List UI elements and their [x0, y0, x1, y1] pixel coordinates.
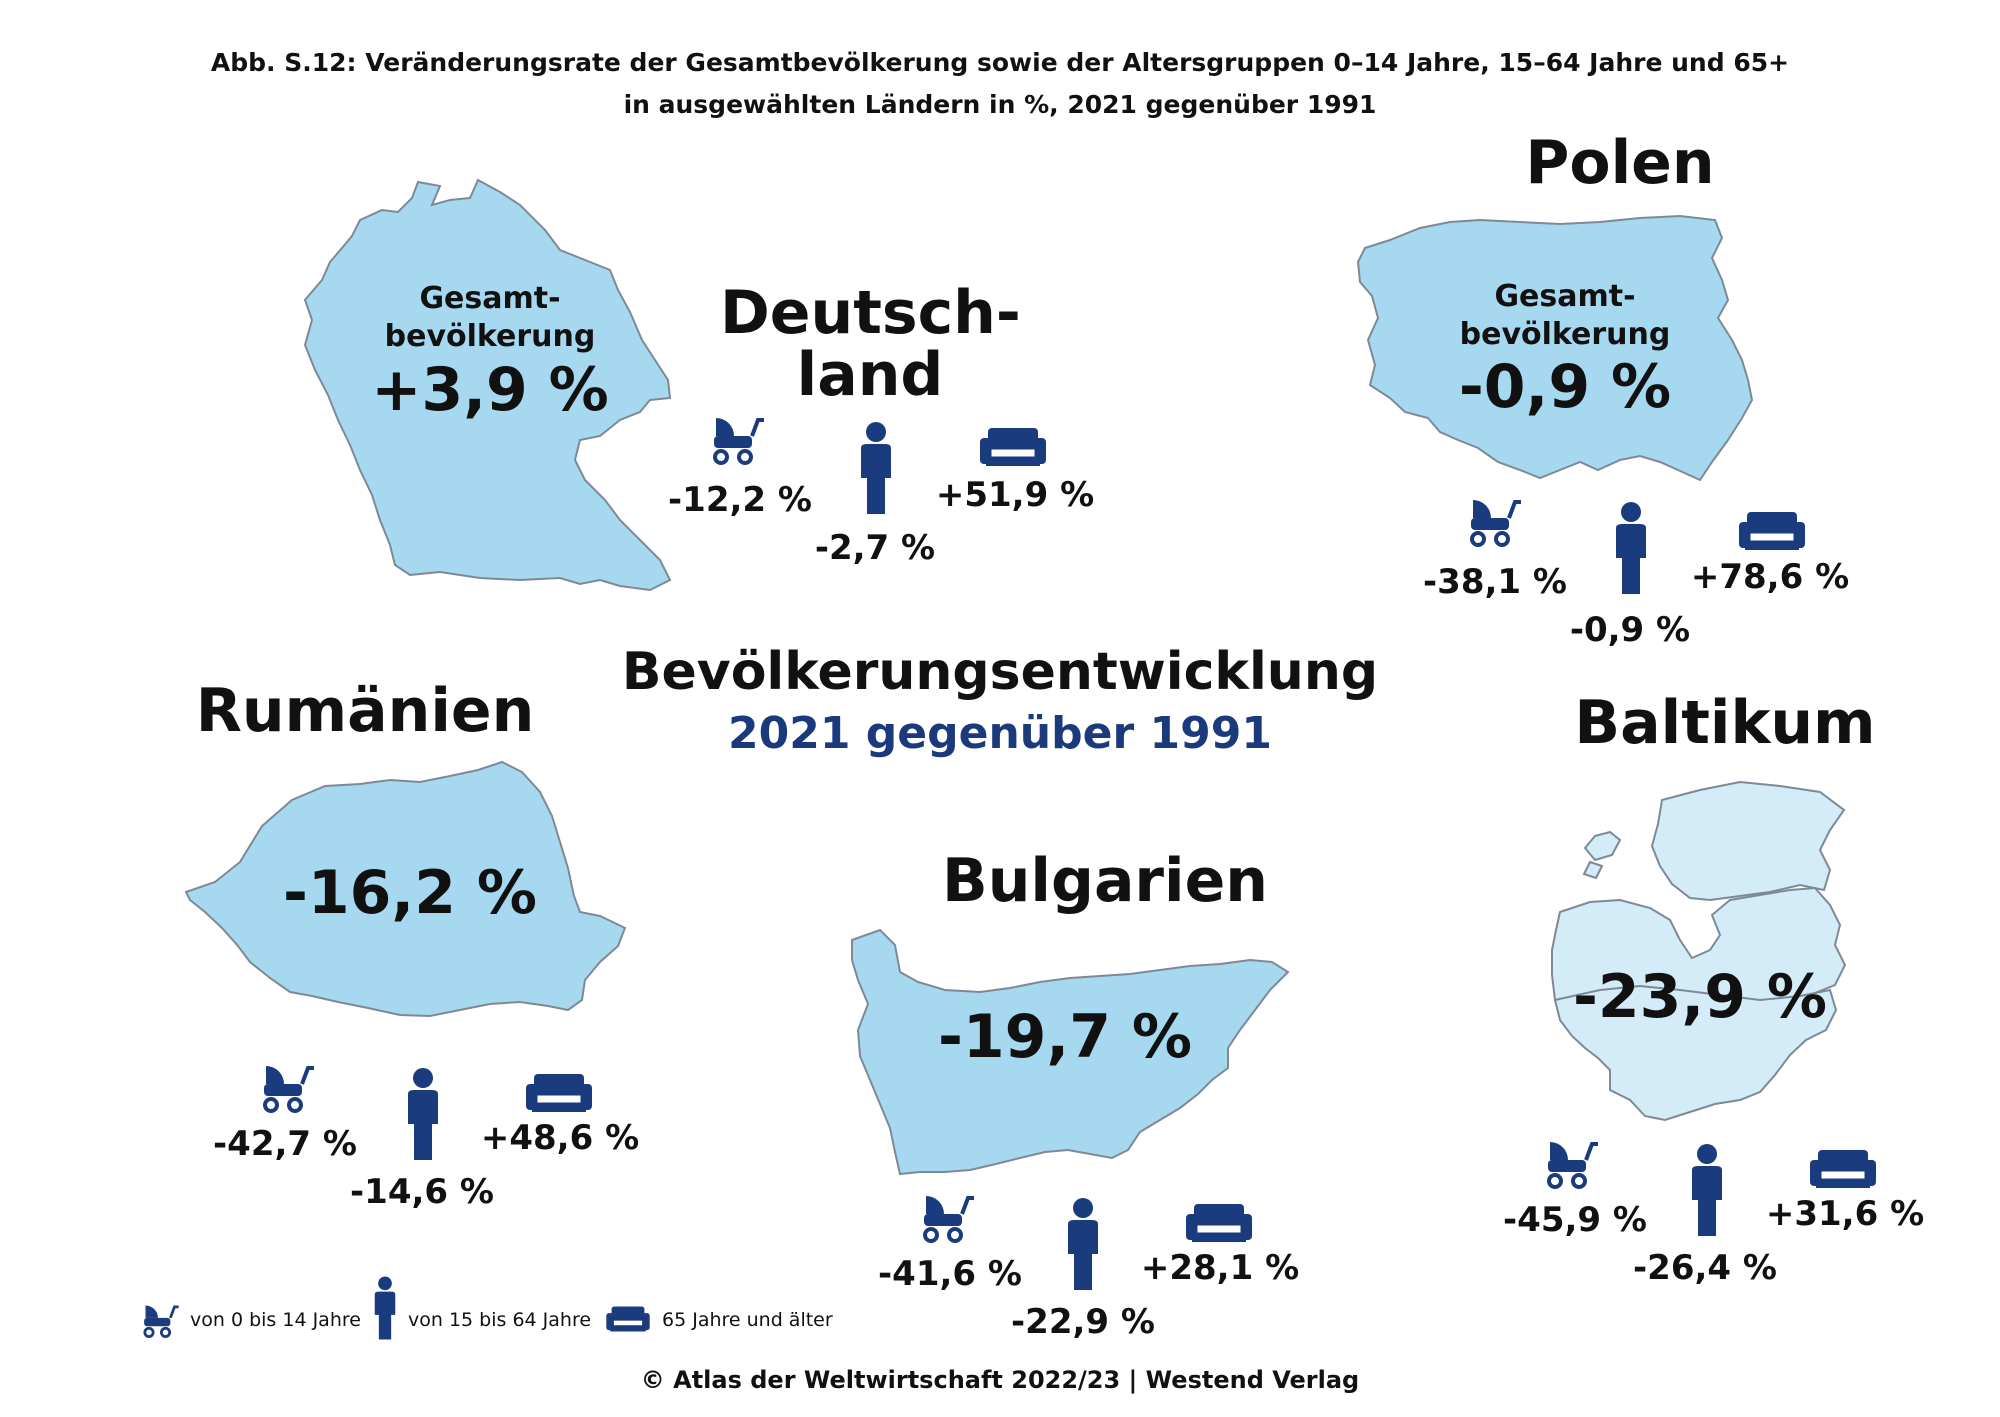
country-name-deutschland: Deutsch- land — [720, 278, 1021, 410]
value-0-14-rumaenien: -42,7 % — [213, 1124, 357, 1164]
total-label-line1: Gesamt- — [419, 281, 561, 316]
country-name-rumaenien: Rumänien — [195, 676, 535, 746]
total-label-line1: Gesamt- — [1494, 279, 1636, 314]
stroller-icon — [1465, 494, 1523, 552]
total-value-baltikum: -23,9 % — [1573, 962, 1827, 1032]
person-icon — [1688, 1144, 1726, 1240]
value-15-64-deutschland: -2,7 % — [814, 528, 936, 568]
total-value-polen: -0,9 % — [1458, 352, 1672, 422]
country-name-line2: land — [796, 340, 944, 410]
legend-label-65-plus: 65 Jahre und älter — [662, 1309, 833, 1331]
sofa-icon — [978, 424, 1048, 474]
value-15-64-baltikum: -26,4 % — [1633, 1248, 1777, 1288]
map-bulgaria — [851, 928, 1290, 1176]
map-baltics — [1551, 780, 1847, 1122]
value-15-64-rumaenien: -14,6 % — [350, 1172, 494, 1212]
total-label-deutschland: Gesamt- bevölkerung — [360, 280, 620, 356]
map-poland — [1356, 214, 1754, 482]
stroller-icon — [1542, 1136, 1600, 1194]
sofa-icon — [524, 1070, 594, 1120]
sofa-icon — [1808, 1146, 1878, 1196]
main-subtitle: 2021 gegenüber 1991 — [728, 708, 1272, 759]
stroller-icon — [258, 1060, 316, 1118]
value-65-plus-deutschland: +51,9 % — [935, 475, 1095, 515]
value-0-14-polen: -38,1 % — [1423, 562, 1567, 602]
map-romania — [184, 760, 627, 1018]
total-label-line2: bevölkerung — [384, 319, 596, 354]
legend-label-15-64: von 15 bis 64 Jahre — [408, 1309, 592, 1331]
value-15-64-bulgarien: -22,9 % — [1011, 1302, 1155, 1342]
value-65-plus-bulgarien: +28,1 % — [1140, 1248, 1300, 1288]
country-name-line1: Deutsch- — [720, 278, 1021, 348]
country-name-baltikum: Baltikum — [1574, 688, 1876, 758]
person-icon — [404, 1068, 442, 1164]
sofa-icon — [1184, 1200, 1254, 1250]
value-15-64-polen: -0,9 % — [1569, 610, 1691, 650]
legend: von 0 bis 14 Jahre von 15 bis 64 Jahre 6… — [140, 1276, 840, 1345]
total-label-line2: bevölkerung — [1459, 317, 1671, 352]
figure-title: Abb. S.12: Veränderungsrate der Gesamtbe… — [0, 42, 2000, 126]
value-65-plus-baltikum: +31,6 % — [1765, 1194, 1925, 1234]
country-name-polen: Polen — [1525, 128, 1715, 198]
total-value-bulgarien: -19,7 % — [938, 1002, 1192, 1072]
main-title: Bevölkerungsentwicklung — [621, 642, 1379, 702]
person-icon — [857, 422, 895, 518]
sofa-icon — [605, 1303, 651, 1339]
value-0-14-baltikum: -45,9 % — [1503, 1200, 1647, 1240]
value-65-plus-polen: +78,6 % — [1690, 557, 1850, 597]
person-icon — [372, 1275, 398, 1345]
value-0-14-bulgarien: -41,6 % — [878, 1254, 1022, 1294]
stroller-icon — [140, 1301, 180, 1343]
person-icon — [1612, 502, 1650, 598]
value-0-14-deutschland: -12,2 % — [668, 480, 812, 520]
figure-title-line1: Abb. S.12: Veränderungsrate der Gesamtbe… — [210, 48, 1790, 77]
map-germany — [303, 178, 672, 592]
value-65-plus-rumaenien: +48,6 % — [480, 1118, 640, 1158]
sofa-icon — [1737, 508, 1807, 558]
total-label-polen: Gesamt- bevölkerung — [1440, 278, 1690, 354]
stroller-icon — [708, 412, 766, 470]
credit-line: © Atlas der Weltwirtschaft 2022/23 | Wes… — [640, 1366, 1360, 1394]
legend-label-0-14: von 0 bis 14 Jahre — [190, 1309, 361, 1331]
total-value-deutschland: +3,9 % — [371, 355, 609, 425]
figure-title-line2: in ausgewählten Ländern in %, 2021 gegen… — [623, 90, 1377, 119]
country-name-bulgarien: Bulgarien — [941, 846, 1268, 916]
person-icon — [1064, 1198, 1102, 1294]
total-value-rumaenien: -16,2 % — [283, 858, 537, 928]
stroller-icon — [918, 1190, 976, 1248]
